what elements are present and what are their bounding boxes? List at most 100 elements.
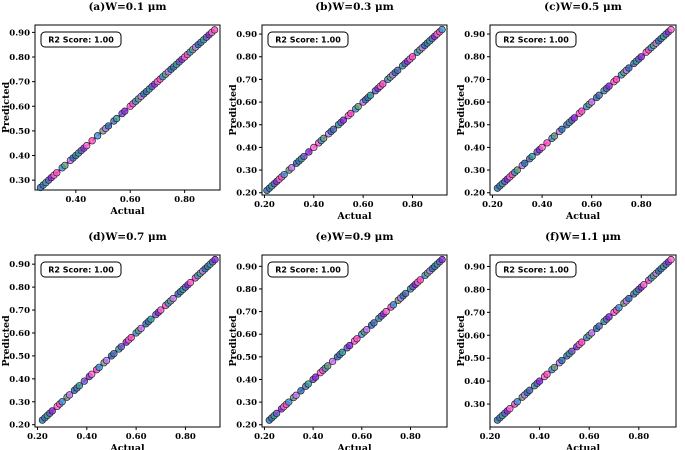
panel-title: (e)W=0.9 μm [316, 231, 394, 243]
y-tick-label: 0.50 [9, 352, 30, 362]
y-tick-label: 0.60 [464, 331, 485, 341]
data-point [58, 398, 66, 406]
y-axis-label: Predicted [228, 315, 239, 367]
data-point [310, 143, 318, 152]
data-point [382, 307, 390, 316]
data-point [211, 255, 219, 264]
x-tick-label: 0.20 [482, 200, 503, 210]
x-tick-label: 0.60 [126, 432, 147, 442]
x-tick-label: 0.40 [65, 195, 86, 205]
data-point [61, 161, 69, 170]
y-tick-label: 0.50 [464, 354, 485, 364]
y-tick-label: 0.30 [464, 166, 485, 176]
data-point [53, 169, 61, 177]
y-tick-label: 0.90 [464, 262, 485, 272]
x-tick-label: 0.80 [174, 195, 195, 205]
x-tick-label: 0.20 [254, 200, 275, 210]
data-point [588, 329, 596, 337]
r2-badge [267, 31, 349, 48]
scatter-panel: (b)W=0.3 μm 0.20 0.40 0.60 0.80 0.20 0.30 0.40 0… [228, 1, 448, 222]
y-tick-label: 0.80 [9, 283, 30, 293]
r2-badge [495, 31, 577, 48]
scatter-panel: (a)W=0.1 μm 0.40 0.60 0.80 0.30 0.40 0.50 0.60 0… [1, 1, 221, 217]
y-tick-label: 0.60 [9, 329, 30, 339]
data-point [615, 304, 623, 312]
panel-title: (b)W=0.3 μm [315, 1, 394, 13]
data-point [48, 407, 56, 415]
y-tick-label: 0.80 [464, 53, 485, 63]
data-point [320, 134, 328, 142]
data-point [625, 64, 633, 72]
data-point [667, 255, 675, 264]
y-tick-label: 0.90 [236, 30, 257, 40]
y-tick-label: 0.80 [236, 53, 257, 63]
data-point [169, 294, 177, 303]
data-point [110, 349, 118, 358]
x-tick-label: 0.60 [579, 432, 600, 442]
data-point [345, 341, 354, 350]
y-tick-label: 0.70 [464, 75, 485, 85]
data-point [526, 386, 534, 394]
r2-score-label: R2 Score: 1.00 [275, 266, 341, 275]
x-tick-label: 0.20 [254, 432, 275, 442]
x-tick-label: 0.80 [400, 432, 421, 442]
y-tick-label: 0.40 [464, 143, 485, 153]
data-point [389, 301, 398, 309]
data-point [354, 102, 362, 111]
data-point [401, 289, 410, 298]
y-tick-label: 0.80 [464, 285, 485, 295]
y-tick-label: 0.90 [464, 30, 485, 40]
x-tick-label: 0.80 [402, 200, 423, 210]
data-point [93, 132, 102, 140]
data-point [287, 164, 296, 172]
y-tick-label: 0.60 [236, 330, 257, 340]
data-point [112, 114, 121, 123]
y-tick-label: 0.20 [236, 421, 257, 431]
data-point [157, 306, 165, 314]
y-tick-label: 0.40 [9, 375, 30, 385]
y-tick-label: 0.50 [236, 353, 257, 363]
r2-score-label: R2 Score: 1.00 [48, 36, 114, 45]
y-tick-label: 0.30 [236, 166, 257, 176]
panel-title: (f)W=1.1 μm [545, 231, 621, 243]
data-point [95, 363, 103, 372]
scatter-panel: (d)W=0.7 μm 0.20 0.40 0.60 0.80 0.20 0.30 0.40 0… [1, 231, 221, 450]
r2-badge [495, 261, 577, 278]
data-point [588, 98, 596, 106]
x-tick-label: 0.40 [303, 432, 324, 442]
data-point [379, 80, 387, 88]
data-point [102, 356, 111, 365]
x-tick-label: 0.40 [532, 200, 553, 210]
x-tick-label: 0.80 [631, 200, 652, 210]
data-point [595, 91, 603, 99]
y-tick-label: 0.50 [9, 127, 30, 137]
data-point [521, 159, 529, 167]
y-tick-label: 0.90 [9, 260, 30, 270]
y-tick-label: 0.90 [9, 28, 30, 38]
y-tick-label: 0.30 [9, 176, 30, 186]
data-point [65, 391, 74, 399]
data-point [338, 348, 346, 356]
data-point [595, 322, 603, 330]
data-point [366, 91, 375, 99]
x-tick-label: 0.60 [351, 432, 372, 442]
y-axis-label: Predicted [456, 84, 467, 136]
data-point [612, 75, 621, 84]
data-point [558, 125, 566, 133]
data-point [300, 152, 308, 161]
data-point [438, 25, 446, 34]
y-tick-label: 0.70 [236, 75, 257, 85]
data-point [88, 137, 96, 145]
data-point [117, 343, 125, 351]
data-point [550, 363, 559, 372]
data-point [292, 391, 300, 399]
data-point [535, 377, 544, 385]
data-point [416, 276, 424, 284]
x-tick-label: 0.60 [353, 200, 374, 210]
data-point [285, 398, 293, 406]
data-point [297, 387, 305, 395]
data-point [305, 148, 313, 156]
scatter-panel: (c)W=0.5 μm 0.20 0.40 0.60 0.80 0.20 0.30 0.40 0… [456, 1, 677, 222]
r2-score-label: R2 Score: 1.00 [275, 36, 341, 45]
y-tick-label: 0.20 [464, 189, 485, 199]
